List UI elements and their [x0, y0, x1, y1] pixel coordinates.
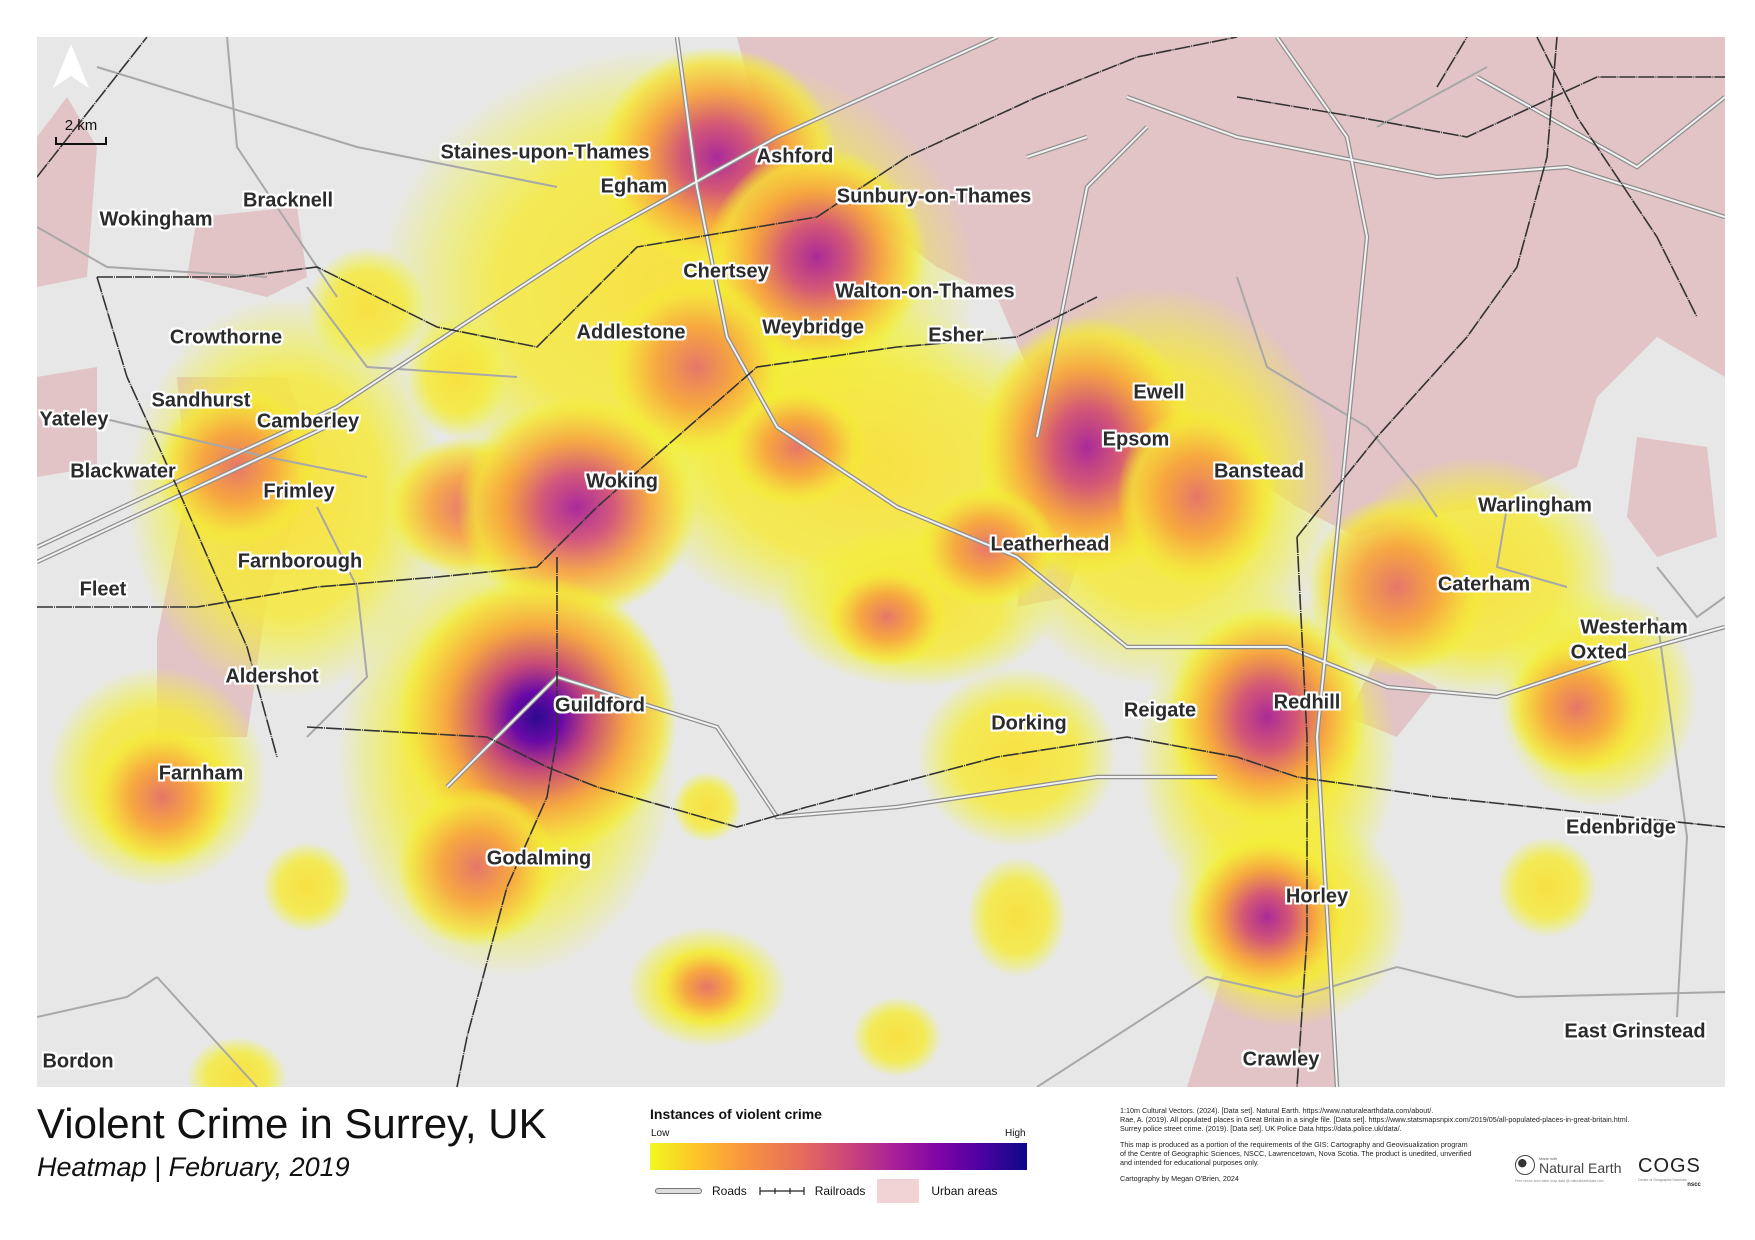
- place-label-leatherhead: Leatherhead: [990, 533, 1110, 556]
- legend-railroads-label: Railroads: [814, 1184, 866, 1198]
- source-police: Surrey police street crime. (2019). [Dat…: [1120, 1124, 1402, 1133]
- credits-block: 1:10m Cultural Vectors. (2024). [Data se…: [1120, 1106, 1720, 1190]
- urban-area-swatch: [877, 1179, 920, 1203]
- cogs-subtitle: Centre of Geographic Sciences: [1638, 1178, 1687, 1182]
- north-arrow-icon: [53, 44, 89, 88]
- map-subtitle: Heatmap | February, 2019: [37, 1152, 350, 1182]
- place-label-egham: Egham: [600, 175, 668, 198]
- place-label-aldershot: Aldershot: [225, 665, 319, 688]
- ne-brand: Natural Earth: [1539, 1159, 1622, 1176]
- source-rae: Rae, A. (2019). All populated places in …: [1120, 1115, 1630, 1124]
- place-label-horley: Horley: [1285, 885, 1349, 908]
- place-label-epsom: Epsom: [1102, 428, 1170, 451]
- place-label-oxted: Oxted: [1570, 641, 1628, 664]
- legend-high-label: High: [1005, 1128, 1026, 1139]
- heatmap-layer: [47, 47, 1697, 1087]
- place-label-redhill: Redhill: [1273, 691, 1341, 714]
- map-title: Violent Crime in Surrey, UK: [37, 1100, 547, 1147]
- place-label-farnham: Farnham: [158, 762, 244, 785]
- place-label-westerham: Westerham: [1580, 616, 1688, 639]
- railroad-line-icon: [759, 1187, 805, 1195]
- legend-color-ramp: [650, 1143, 1027, 1170]
- legend-title: Instances of violent crime: [650, 1106, 822, 1122]
- natural-earth-logo: Made with Natural Earth Free vector and …: [1515, 1155, 1622, 1183]
- ne-tagline: Free vector and raster map data @ natura…: [1515, 1179, 1604, 1183]
- map-frame[interactable]: 2 km Staines-upon-Thames Egham Ashford Sunb…: [37, 37, 1725, 1087]
- legend-symbols: Roads Railroads Urban areas: [655, 1179, 1009, 1203]
- cogs-logo: COGS Centre of Geographic Sciences nscc: [1638, 1155, 1701, 1188]
- place-label-edenbridge: Edenbridge: [1565, 816, 1677, 839]
- place-label-fleet: Fleet: [79, 578, 127, 601]
- place-label-banstead: Banstead: [1213, 460, 1305, 483]
- disclaimer: This map is produced as a portion of the…: [1120, 1140, 1472, 1167]
- place-label-bracknell: Bracknell: [242, 189, 334, 212]
- place-label-east-grinstead: East Grinstead: [1564, 1020, 1706, 1043]
- place-label-woking: Woking: [586, 470, 658, 493]
- place-label-farnborough: Farnborough: [237, 550, 363, 573]
- place-label-frimley: Frimley: [263, 480, 335, 503]
- place-label-caterham: Caterham: [1437, 573, 1531, 596]
- road-line-icon: [655, 1188, 702, 1194]
- scale-bar-line: [55, 137, 107, 145]
- place-label-dorking: Dorking: [991, 712, 1067, 735]
- place-label-camberley: Camberley: [256, 410, 360, 433]
- place-label-walton-on-thames: Walton-on-Thames: [835, 280, 1015, 303]
- place-label-addlestone: Addlestone: [576, 321, 686, 344]
- place-label-sunbury-on-thames: Sunbury-on-Thames: [836, 185, 1032, 208]
- place-label-guildford: Guildford: [555, 694, 645, 717]
- place-label-ashford: Ashford: [756, 145, 834, 168]
- place-label-esher: Esher: [928, 324, 984, 347]
- place-label-chertsey: Chertsey: [683, 260, 769, 283]
- place-label-blackwater: Blackwater: [70, 460, 176, 483]
- nscc-mark: nscc: [1687, 1182, 1701, 1188]
- author-credit: Cartography by Megan O'Brien, 2024: [1120, 1174, 1239, 1183]
- place-label-yateley: Yateley: [39, 408, 109, 431]
- place-label-ewell: Ewell: [1133, 381, 1185, 404]
- place-label-wokingham: Wokingham: [99, 208, 213, 231]
- sources: 1:10m Cultural Vectors. (2024). [Data se…: [1120, 1106, 1720, 1133]
- place-label-sandhurst: Sandhurst: [151, 389, 251, 412]
- legend-roads-label: Roads: [712, 1184, 747, 1198]
- source-natural-earth: 1:10m Cultural Vectors. (2024). [Data se…: [1120, 1106, 1434, 1115]
- transport-layer: [37, 37, 1725, 1087]
- place-label-crawley: Crawley: [1242, 1048, 1320, 1071]
- place-label-godalming: Godalming: [486, 847, 592, 870]
- place-label-crowthorne: Crowthorne: [169, 326, 283, 349]
- ne-made-with: Made with: [1539, 1155, 1558, 1161]
- globe-icon: [1515, 1155, 1535, 1175]
- legend-urban-label: Urban areas: [931, 1184, 998, 1198]
- place-label-weybridge: Weybridge: [762, 316, 864, 339]
- scale-bar-label: 2 km: [64, 117, 98, 134]
- legend-low-label: Low: [651, 1128, 670, 1139]
- place-label-staines-upon-thames: Staines-upon-Thames: [440, 141, 650, 164]
- cogs-brand: COGS: [1638, 1155, 1701, 1177]
- place-label-bordon: Bordon: [42, 1050, 114, 1073]
- scale-bar: 2 km: [55, 117, 107, 145]
- place-label-warlingham: Warlingham: [1478, 494, 1592, 517]
- place-label-reigate: Reigate: [1123, 699, 1197, 722]
